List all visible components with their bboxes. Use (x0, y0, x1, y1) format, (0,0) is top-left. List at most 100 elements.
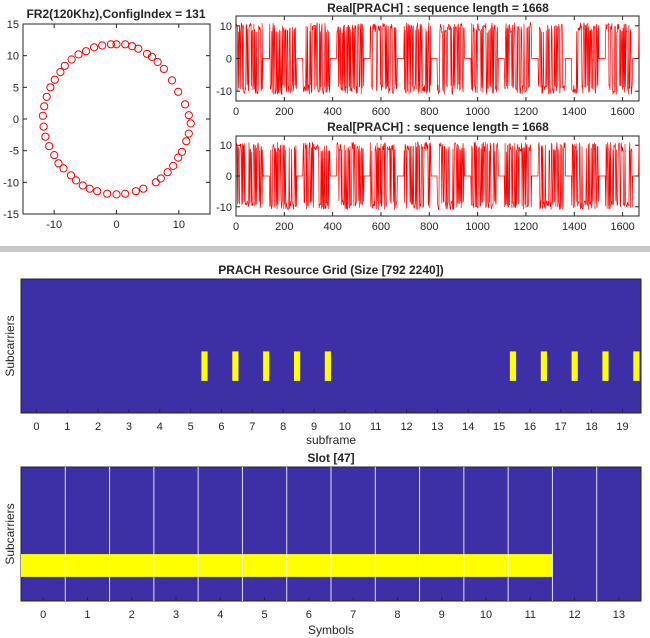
y-tick-label: 10 (220, 140, 232, 152)
constellation-point (186, 119, 195, 128)
x-tick-label: 0 (233, 106, 239, 118)
x-tick-label: 600 (372, 221, 390, 233)
x-tick-label: 200 (275, 221, 293, 233)
x-tick-label: 10 (339, 421, 351, 433)
x-tick-label: 6 (306, 609, 312, 621)
x-tick-label: 7 (249, 421, 255, 433)
x-tick-label: 800 (420, 221, 438, 233)
y-tick-label: -15 (3, 209, 19, 221)
constellation-point (93, 187, 102, 196)
constellation-point (174, 153, 183, 162)
slot-grid-title: Slot [47] (307, 451, 354, 465)
x-tick-label: 0 (113, 219, 119, 231)
constellation-point (151, 178, 160, 187)
constellation-point (184, 129, 193, 138)
prach-occasion (633, 351, 640, 381)
constellation-point (103, 189, 112, 198)
constellation-point (85, 184, 94, 193)
constellation-point (66, 171, 76, 180)
constellation-point (147, 52, 157, 62)
constellation-ticks: -10 0 10 15 10 5 0 -5 -10 -15 (3, 19, 210, 231)
constellation-point (56, 68, 65, 77)
x-tick-label: 1600 (610, 221, 634, 233)
prach-occasion (571, 351, 578, 381)
x-tick-label: 2 (129, 609, 135, 621)
resource-grid-title: PRACH Resource Grid (Size [792 2240]) (218, 263, 443, 277)
prach-waveform-title-1: Real[PRACH] : sequence length = 1668 (327, 1, 549, 15)
y-tick-label: -10 (3, 177, 19, 189)
constellation-point (50, 151, 59, 160)
x-tick-label: 7 (350, 609, 356, 621)
constellation-point (50, 75, 59, 84)
slot-grid-ticks: 0 1 2 3 4 5 6 7 8 9 10 11 12 13 (40, 597, 625, 621)
resource-grid-axes (20, 278, 642, 414)
constellation-point (71, 176, 81, 185)
x-tick-label: 400 (323, 221, 341, 233)
x-tick-label: 1 (84, 609, 90, 621)
x-tick-label: 13 (613, 609, 625, 621)
constellation-point (54, 159, 63, 168)
x-tick-label: 600 (372, 106, 390, 118)
x-tick-label: 5 (188, 421, 194, 433)
y-tick-label: 15 (7, 19, 19, 31)
constellation-point (177, 147, 186, 156)
constellation-point (41, 132, 50, 141)
constellation-point (174, 87, 183, 96)
constellation-point (106, 40, 116, 49)
constellation-point (182, 137, 191, 146)
x-tick-label: 1 (64, 421, 70, 433)
x-tick-label: 1200 (514, 106, 538, 118)
prach-occasion (232, 351, 239, 381)
slot-grid-ylabel: Subcarriers (3, 503, 17, 564)
x-tick-label: 400 (323, 106, 341, 118)
x-tick-label: 8 (280, 421, 286, 433)
prach-occasion (540, 351, 547, 381)
constellation-point (38, 111, 48, 120)
x-tick-label: 10 (480, 609, 492, 621)
x-tick-label: 3 (126, 421, 132, 433)
x-tick-label: 200 (275, 106, 293, 118)
constellation-point (121, 189, 130, 198)
x-tick-label: 13 (431, 421, 443, 433)
constellation-point (74, 50, 83, 59)
prach-waveform-chart-2: Real[PRACH] : sequence length = 1668 0 20… (216, 120, 640, 233)
y-tick-label: -10 (216, 202, 232, 214)
resource-grid-xlabel: subframe (306, 433, 356, 447)
x-tick-label: 12 (400, 421, 412, 433)
constellation-point (59, 164, 68, 173)
slot-grid-marks (21, 467, 598, 601)
resource-grid-ticks: 0 1 2 3 4 5 6 7 8 9 10 11 12 13 14 15 16 17 18 19 (33, 409, 629, 433)
y-tick-label: 0 (13, 114, 19, 126)
x-tick-label: 8 (394, 609, 400, 621)
slot-grid-chart: Slot [47] 0 1 2 3 4 5 6 7 8 9 10 11 12 13 Symbols Sub… (3, 451, 642, 637)
x-tick-label: 6 (218, 421, 224, 433)
constellation-point (45, 142, 54, 151)
resource-grid-marks (201, 351, 640, 381)
x-tick-label: 4 (157, 421, 163, 433)
x-tick-label: 1400 (562, 221, 586, 233)
constellation-point (81, 47, 91, 56)
y-tick-label: -10 (216, 86, 232, 98)
x-tick-label: 2 (95, 421, 101, 433)
prach-occasion (509, 351, 517, 381)
x-tick-label: 9 (439, 609, 445, 621)
x-tick-label: 11 (370, 421, 381, 433)
constellation-point (134, 44, 143, 53)
x-tick-label: 0 (33, 421, 39, 433)
figure-separator (0, 246, 650, 252)
waveform-series (235, 140, 640, 211)
x-tick-label: 17 (555, 421, 567, 433)
constellation-points (38, 40, 195, 199)
constellation-title: FR2(120Khz),ConfigIndex = 131 (26, 7, 205, 21)
x-tick-label: 12 (568, 609, 580, 621)
constellation-point (39, 122, 48, 131)
x-tick-label: 1400 (562, 106, 586, 118)
resource-grid-chart: PRACH Resource Grid (Size [792 2240]) 0 1… (3, 263, 642, 447)
prach-occasion (602, 351, 609, 381)
x-tick-label: 1600 (610, 106, 634, 118)
y-tick-label: 5 (13, 82, 19, 94)
constellation-point (139, 184, 148, 193)
x-tick-label: 15 (493, 421, 505, 433)
prach-waveform-line-2 (235, 140, 640, 211)
